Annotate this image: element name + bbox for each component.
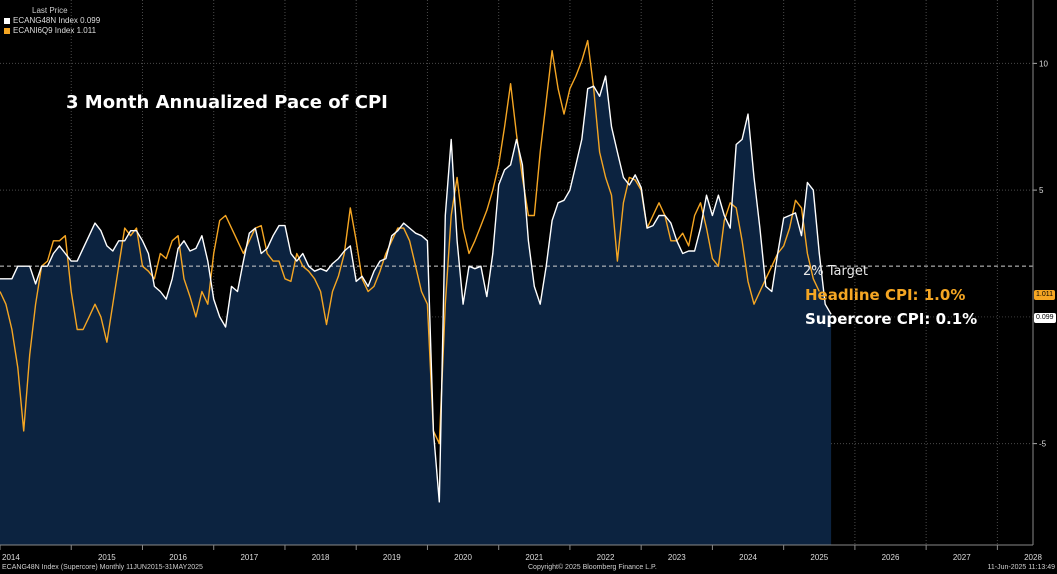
x-tick-label: 2027 [953, 553, 971, 562]
supercore-annotation: Supercore CPI: 0.1% [805, 310, 977, 328]
legend-label-headline: ECANI6Q9 Index 1.011 [13, 26, 97, 35]
x-tick-label: 2024 [739, 553, 757, 562]
legend-item-headline: ECANI6Q9 Index 1.011 [4, 26, 100, 36]
footer-timestamp: 11-Jun-2025 11:13:49 [987, 564, 1055, 571]
x-tick-label: 2019 [383, 553, 401, 562]
x-tick-label: 2028 [1024, 553, 1042, 562]
x-tick-label: 2014 [2, 553, 20, 562]
x-tick-label: 2018 [312, 553, 330, 562]
x-axis: 2014 2015 2016 2017 2018 2019 2020 2021 2022 2023… [0, 544, 1042, 562]
x-tick-label: 2026 [882, 553, 900, 562]
x-tick-label: 2022 [597, 553, 615, 562]
supercore-value-badge: 0.099 [1034, 313, 1056, 323]
y-axis: 10 5 -5 [1032, 0, 1048, 545]
target-label: 2% Target [803, 264, 868, 279]
x-tick-label: 2016 [169, 553, 187, 562]
legend-label-supercore: ECANG48N Index 0.099 [13, 16, 101, 25]
legend: Last Price ECANG48N Index 0.099 ECANI6Q9… [4, 6, 100, 36]
legend-item-supercore: ECANG48N Index 0.099 [4, 16, 100, 26]
headline-value-badge: 1.011 [1034, 290, 1055, 300]
legend-swatch-headline [4, 28, 10, 34]
x-tick-label: 2015 [98, 553, 116, 562]
x-tick-label: 2025 [810, 553, 828, 562]
y-tick-label: 5 [1039, 186, 1044, 195]
chart-title: 3 Month Annualized Pace of CPI [66, 92, 388, 113]
x-tick-label: 2021 [525, 553, 543, 562]
x-tick-label: 2023 [668, 553, 686, 562]
legend-swatch-supercore [4, 18, 10, 24]
supercore-area-fill [0, 76, 832, 545]
headline-cpi-series-line [0, 39, 820, 445]
y-tick-label: 10 [1039, 59, 1048, 68]
headline-annotation: Headline CPI: 1.0% [805, 286, 965, 304]
footer-left: ECANG48N Index (Supercore) Monthly 11JUN… [2, 564, 203, 571]
x-tick-label: 2017 [240, 553, 258, 562]
footer-copyright: Copyright© 2025 Bloomberg Finance L.P. [528, 564, 657, 571]
x-tick-label: 2020 [454, 553, 472, 562]
legend-header: Last Price [32, 6, 68, 15]
y-tick-label: -5 [1039, 440, 1047, 449]
supercore-cpi-series-line [0, 75, 832, 503]
